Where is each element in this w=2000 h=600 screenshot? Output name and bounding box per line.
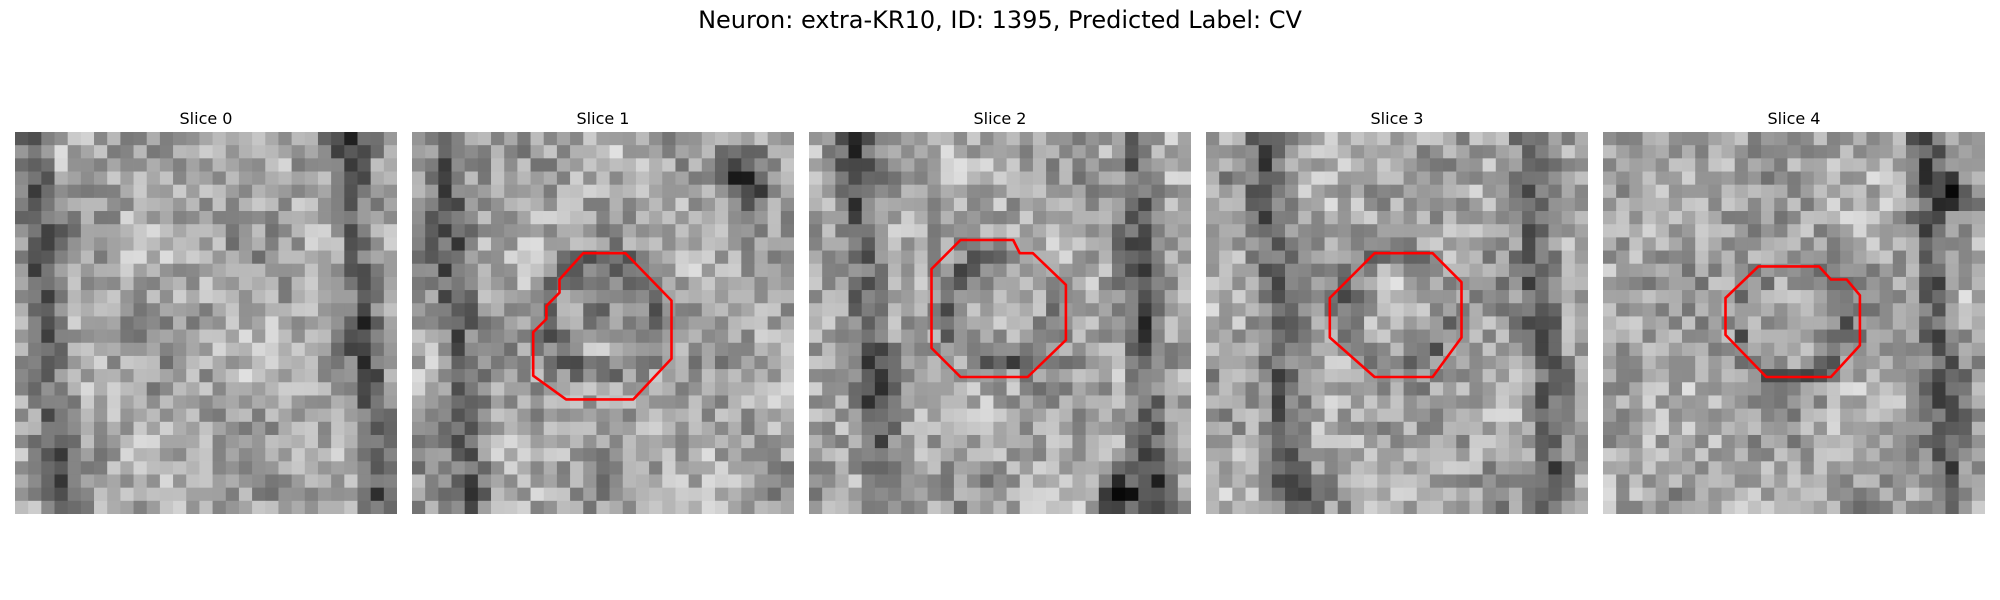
slice-image-0 (15, 132, 397, 514)
slice-panel-0: Slice 0 (15, 106, 397, 514)
slice-image-1 (412, 132, 794, 514)
slice-image-2 (809, 132, 1191, 514)
slice-title-1: Slice 1 (576, 109, 630, 128)
segmentation-contour-2 (930, 238, 1068, 379)
slice-title-2: Slice 2 (973, 109, 1027, 128)
slice-panel-2: Slice 2 (809, 106, 1191, 514)
slice-panel-1: Slice 1 (412, 106, 794, 514)
slice-title-0: Slice 0 (179, 109, 233, 128)
slice-panel-4: Slice 4 (1603, 106, 1985, 514)
slice-title-3: Slice 3 (1370, 109, 1424, 128)
slice-image-4 (1603, 132, 1985, 514)
slice-image-3 (1206, 132, 1588, 514)
slice-panel-3: Slice 3 (1206, 106, 1588, 514)
segmentation-contour-3 (1328, 251, 1463, 379)
segmentation-contour-4 (1724, 265, 1862, 379)
segmentation-contour-1 (531, 251, 673, 401)
figure-title: Neuron: extra-KR10, ID: 1395, Predicted … (698, 6, 1302, 34)
slice-title-4: Slice 4 (1767, 109, 1821, 128)
